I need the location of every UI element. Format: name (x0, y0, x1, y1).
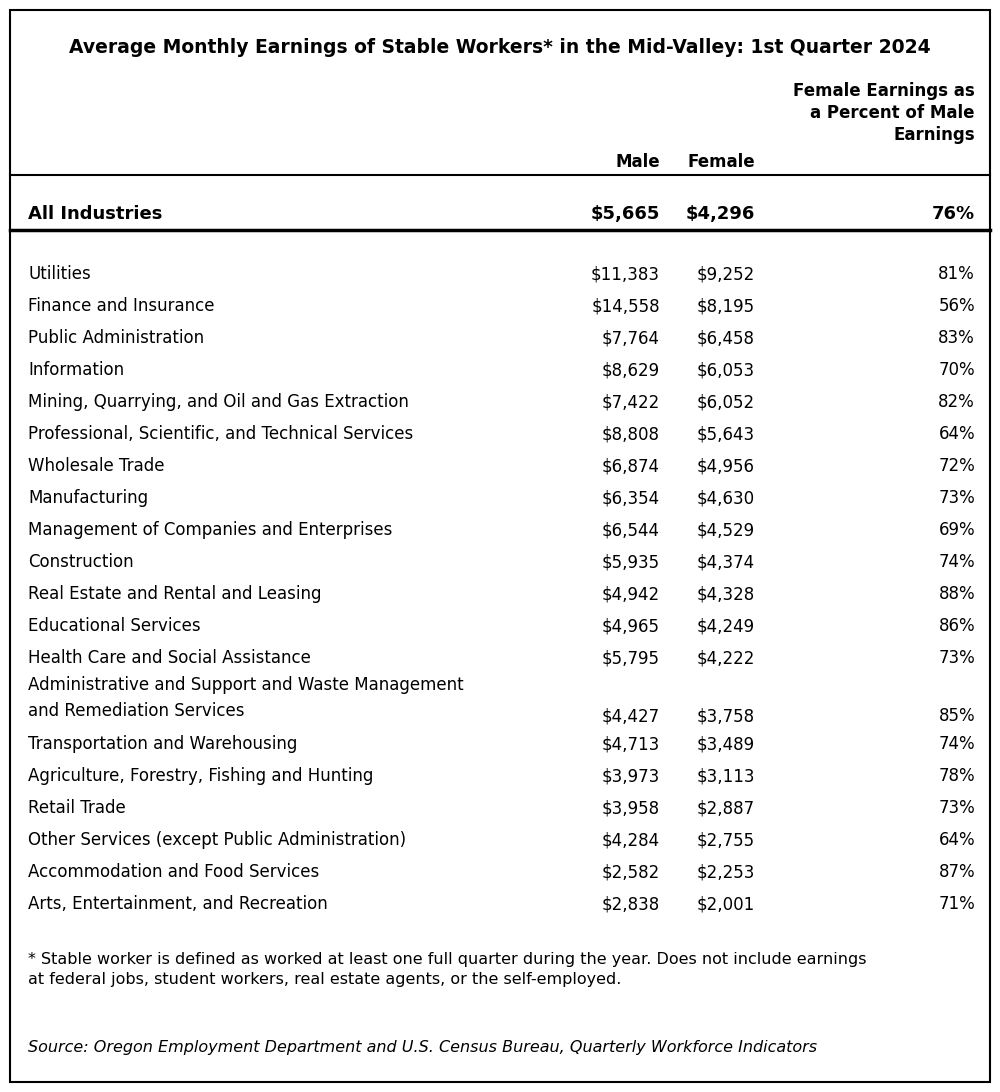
Text: $5,643: $5,643 (697, 425, 755, 443)
Text: All Industries: All Industries (28, 205, 162, 223)
Text: 78%: 78% (938, 767, 975, 785)
Text: Female Earnings as
a Percent of Male
Earnings: Female Earnings as a Percent of Male Ear… (793, 82, 975, 144)
Text: $6,544: $6,544 (602, 521, 660, 539)
Text: 74%: 74% (938, 735, 975, 753)
Text: $9,252: $9,252 (697, 265, 755, 283)
Text: Retail Trade: Retail Trade (28, 799, 126, 817)
Text: $6,458: $6,458 (697, 329, 755, 347)
Text: $5,665: $5,665 (591, 205, 660, 223)
Text: 74%: 74% (938, 553, 975, 571)
Text: * Stable worker is defined as worked at least one full quarter during the year. : * Stable worker is defined as worked at … (28, 952, 866, 968)
Text: Female: Female (687, 153, 755, 171)
Text: $6,354: $6,354 (602, 489, 660, 507)
Text: Arts, Entertainment, and Recreation: Arts, Entertainment, and Recreation (28, 895, 328, 913)
Text: 83%: 83% (938, 329, 975, 347)
Text: 73%: 73% (938, 649, 975, 667)
Text: $4,713: $4,713 (602, 735, 660, 753)
Text: $5,935: $5,935 (602, 553, 660, 571)
Text: $4,630: $4,630 (697, 489, 755, 507)
Text: 69%: 69% (938, 521, 975, 539)
Text: $5,795: $5,795 (602, 649, 660, 667)
Text: and Remediation Services: and Remediation Services (28, 702, 244, 720)
Text: $2,582: $2,582 (602, 863, 660, 881)
Text: $4,529: $4,529 (697, 521, 755, 539)
Text: 87%: 87% (938, 863, 975, 881)
Text: 88%: 88% (938, 585, 975, 603)
Text: Manufacturing: Manufacturing (28, 489, 148, 507)
Text: $4,956: $4,956 (697, 456, 755, 475)
Text: $2,001: $2,001 (697, 895, 755, 913)
Text: $7,764: $7,764 (602, 329, 660, 347)
Text: Public Administration: Public Administration (28, 329, 204, 347)
Text: 64%: 64% (938, 425, 975, 443)
Text: $8,629: $8,629 (602, 361, 660, 379)
Text: $4,284: $4,284 (602, 831, 660, 848)
Text: Real Estate and Rental and Leasing: Real Estate and Rental and Leasing (28, 585, 322, 603)
Text: 64%: 64% (938, 831, 975, 848)
Text: Professional, Scientific, and Technical Services: Professional, Scientific, and Technical … (28, 425, 413, 443)
Text: $2,838: $2,838 (602, 895, 660, 913)
Text: Source: Oregon Employment Department and U.S. Census Bureau, Quarterly Workforce: Source: Oregon Employment Department and… (28, 1040, 817, 1055)
Text: Administrative and Support and Waste Management: Administrative and Support and Waste Man… (28, 676, 464, 695)
Text: Information: Information (28, 361, 124, 379)
Text: $4,942: $4,942 (602, 585, 660, 603)
Text: Average Monthly Earnings of Stable Workers* in the Mid-Valley: 1st Quarter 2024: Average Monthly Earnings of Stable Worke… (69, 38, 931, 57)
Text: 82%: 82% (938, 393, 975, 411)
Text: $3,758: $3,758 (697, 707, 755, 725)
Text: $4,222: $4,222 (697, 649, 755, 667)
Text: $7,422: $7,422 (602, 393, 660, 411)
Text: $3,489: $3,489 (697, 735, 755, 753)
Text: $14,558: $14,558 (591, 297, 660, 314)
Text: 86%: 86% (938, 617, 975, 636)
Text: $3,958: $3,958 (602, 799, 660, 817)
Text: $3,113: $3,113 (696, 767, 755, 785)
Text: 56%: 56% (938, 297, 975, 314)
Text: $3,973: $3,973 (602, 767, 660, 785)
Text: $8,808: $8,808 (602, 425, 660, 443)
Text: $4,965: $4,965 (602, 617, 660, 636)
Text: $4,328: $4,328 (697, 585, 755, 603)
Text: $4,374: $4,374 (697, 553, 755, 571)
Text: $6,874: $6,874 (602, 456, 660, 475)
Text: at federal jobs, student workers, real estate agents, or the self-employed.: at federal jobs, student workers, real e… (28, 972, 621, 987)
Text: $6,052: $6,052 (697, 393, 755, 411)
Text: Educational Services: Educational Services (28, 617, 201, 636)
Text: $4,427: $4,427 (602, 707, 660, 725)
Text: 73%: 73% (938, 489, 975, 507)
Text: Transportation and Warehousing: Transportation and Warehousing (28, 735, 297, 753)
Text: $8,195: $8,195 (697, 297, 755, 314)
Text: 72%: 72% (938, 456, 975, 475)
Text: Agriculture, Forestry, Fishing and Hunting: Agriculture, Forestry, Fishing and Hunti… (28, 767, 373, 785)
Text: $11,383: $11,383 (591, 265, 660, 283)
Text: Health Care and Social Assistance: Health Care and Social Assistance (28, 649, 311, 667)
Text: $4,296: $4,296 (686, 205, 755, 223)
Text: $2,755: $2,755 (697, 831, 755, 848)
Text: Construction: Construction (28, 553, 134, 571)
Text: 73%: 73% (938, 799, 975, 817)
Text: $2,253: $2,253 (697, 863, 755, 881)
Text: Mining, Quarrying, and Oil and Gas Extraction: Mining, Quarrying, and Oil and Gas Extra… (28, 393, 409, 411)
Text: 71%: 71% (938, 895, 975, 913)
Text: Male: Male (615, 153, 660, 171)
Text: Accommodation and Food Services: Accommodation and Food Services (28, 863, 319, 881)
Text: 70%: 70% (938, 361, 975, 379)
Text: $6,053: $6,053 (697, 361, 755, 379)
Text: 85%: 85% (938, 707, 975, 725)
Text: Utilities: Utilities (28, 265, 91, 283)
Text: Management of Companies and Enterprises: Management of Companies and Enterprises (28, 521, 392, 539)
Text: $4,249: $4,249 (697, 617, 755, 636)
Text: $2,887: $2,887 (697, 799, 755, 817)
Text: 76%: 76% (932, 205, 975, 223)
Text: Other Services (except Public Administration): Other Services (except Public Administra… (28, 831, 406, 848)
Text: Wholesale Trade: Wholesale Trade (28, 456, 164, 475)
Text: 81%: 81% (938, 265, 975, 283)
Text: Finance and Insurance: Finance and Insurance (28, 297, 214, 314)
